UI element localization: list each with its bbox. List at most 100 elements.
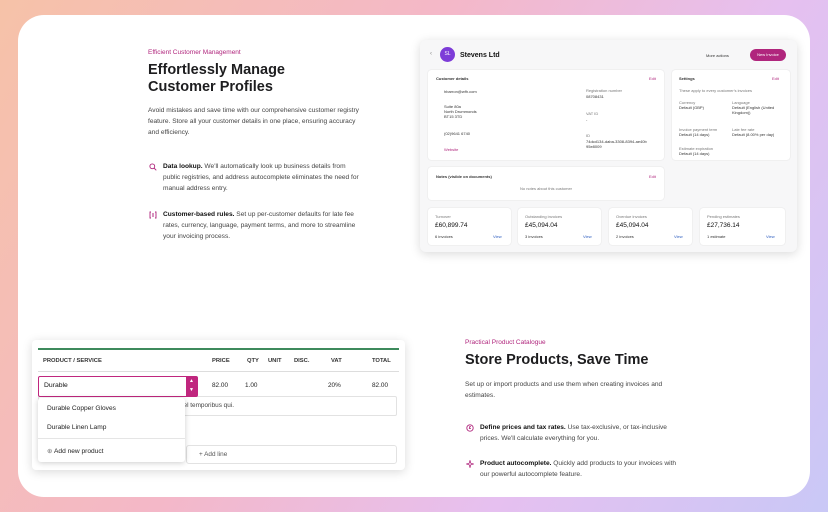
field-value: Default (GBP) [679, 105, 704, 110]
column-header: PRODUCT / SERVICE [43, 358, 102, 364]
edit-link[interactable]: Edit [772, 76, 779, 81]
back-icon: ‹ [430, 51, 432, 57]
section-body: Avoid mistakes and save time with our co… [148, 107, 359, 137]
field-value: - [586, 117, 588, 122]
field-value: Default (English (United Kingdom)) [732, 105, 775, 115]
add-line-label: Add line [204, 451, 228, 458]
stat-label: Turnover [435, 214, 451, 219]
new-invoice-button[interactable]: New Invoice [750, 49, 786, 61]
suggestion-dropdown: Durable Copper Gloves Durable Linen Lamp… [38, 398, 185, 462]
notes-empty: No notes about this customer [519, 186, 573, 191]
field-value: Default (8.00% per day) [732, 132, 775, 137]
column-header: DISC. [294, 358, 310, 364]
feature-text: Set up per-customer defaults for late fe… [163, 211, 356, 241]
table-accent [38, 348, 399, 350]
panel-title: Notes (visible on documents) [436, 174, 492, 179]
view-link[interactable]: View [493, 234, 502, 239]
feature: Product autocomplete. Quickly add produc… [480, 458, 680, 480]
suggestion[interactable]: Durable Linen Lamp [47, 424, 107, 431]
field-label: ID [586, 133, 590, 138]
address-line: Suite 80a [444, 104, 461, 109]
stat-card: Turnover £60,899.74 6 invoices View [428, 208, 511, 245]
qty: 1.00 [245, 382, 258, 389]
stat-count: 2 invoices [616, 234, 634, 239]
section-title: Effortlessly Manage Customer Profiles [148, 62, 285, 95]
divider [38, 371, 399, 372]
panel-title: Settings [679, 76, 695, 81]
feature-title: Define prices and tax rates. [480, 424, 566, 431]
eyebrow: Efficient Customer Management [148, 49, 241, 56]
column-header: PRICE [212, 358, 230, 364]
product-input[interactable]: Durable ▲ ▼ [38, 376, 198, 397]
more-actions[interactable]: More actions [706, 53, 729, 58]
field-label: Language [732, 100, 750, 105]
website-link[interactable]: Website [444, 147, 459, 152]
feature-text: We'll automatically look up business det… [163, 163, 359, 193]
settings-panel: Settings Edit These apply to every custo… [672, 70, 790, 160]
field-value: Default (14 days) [679, 151, 710, 156]
price-icon [466, 424, 474, 432]
address-line: North Drummonds [444, 109, 477, 114]
input-text: Durable [44, 382, 68, 389]
view-link[interactable]: View [766, 234, 775, 239]
field-label: Registration number [586, 88, 623, 93]
field-value: Default (14 days) [679, 132, 710, 137]
column-header: TOTAL [372, 358, 391, 364]
stat-count: 3 invoices [525, 234, 543, 239]
column-header: UNIT [268, 358, 282, 364]
stat-card: Outstanding invoices £45,094.04 3 invoic… [518, 208, 601, 245]
avatar: SL [440, 47, 455, 62]
view-link[interactable]: View [583, 234, 592, 239]
stat-label: Outstanding invoices [525, 214, 563, 219]
field-label: VAT ID [586, 111, 599, 116]
search-icon [149, 163, 157, 171]
stat-amount: £60,899.74 [435, 222, 468, 229]
edit-link[interactable]: Edit [649, 174, 656, 179]
email: hbarron@wfh.com [444, 89, 477, 94]
vat: 20% [328, 382, 341, 389]
total: 82.00 [372, 382, 388, 389]
feature-title: Product autocomplete. [480, 460, 552, 467]
stat-label: Pending estimates [707, 214, 740, 219]
field-label: Invoice payment term [679, 127, 718, 132]
edit-link[interactable]: Edit [649, 76, 656, 81]
feature: Customer-based rules. Set up per-custome… [163, 209, 361, 243]
feature: Data lookup. We'll automatically look up… [163, 161, 361, 195]
feature-text: Use tax-exclusive, or tax-inclusive pric… [480, 424, 667, 443]
select-toggle[interactable]: ▲ ▼ [186, 377, 197, 396]
description: n vel temporibus qui. [175, 402, 234, 409]
address-line: BT15 3TD [444, 114, 463, 119]
divider [38, 438, 185, 439]
view-link[interactable]: View [674, 234, 683, 239]
field-label: Estimate expiration [679, 146, 714, 151]
phone: (02)9641 6740 [444, 131, 471, 136]
customer-app: ‹ SL Stevens Ltd More actions New Invoic… [420, 40, 797, 252]
column-header: QTY [247, 358, 259, 364]
stat-card: Pending estimates £27,736.14 1 estimate … [700, 208, 785, 245]
field-value: 08708431 [586, 94, 604, 99]
field-label: Currency [679, 100, 696, 105]
suggestion[interactable]: Durable Copper Gloves [47, 405, 116, 412]
eyebrow: Practical Product Catalogue [465, 339, 546, 346]
feature-text: Quickly add products to your invoices wi… [480, 460, 677, 479]
customer-name: Stevens Ltd [460, 52, 500, 59]
stat-amount: £45,094.04 [616, 222, 649, 229]
panel-title: Customer details [436, 76, 469, 81]
stat-amount: £45,094.04 [525, 222, 558, 229]
settings-note: These apply to every customer's invoices [679, 88, 753, 93]
stat-label: Overdue invoices [616, 214, 647, 219]
add-product[interactable]: ⊕ Add new product [47, 448, 104, 455]
add-line-button[interactable]: + Add line [186, 445, 397, 464]
field-value: 74dcd134-daba-3308-8394-ae40b95e8009 [586, 139, 647, 149]
add-product-label: Add new product [54, 448, 104, 455]
feature: Define prices and tax rates. Use tax-exc… [480, 422, 680, 444]
notes-panel: Notes (visible on documents) Edit No not… [428, 167, 664, 200]
stat-card: Overdue invoices £45,094.04 2 invoices V… [609, 208, 692, 245]
stat-amount: £27,736.14 [707, 222, 740, 229]
price: 82.00 [212, 382, 228, 389]
section-body: Set up or import products and use them w… [465, 381, 663, 400]
section-title: Store Products, Save Time [465, 352, 649, 368]
column-header: VAT [331, 358, 342, 364]
